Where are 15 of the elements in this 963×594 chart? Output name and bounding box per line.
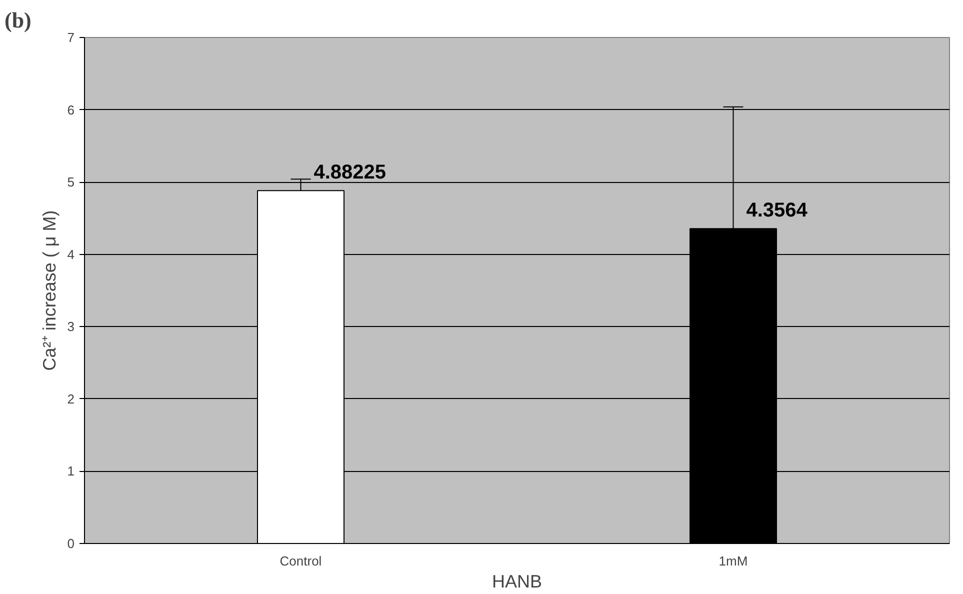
y-tick-label: 7 (67, 30, 75, 45)
y-tick-label: 0 (67, 536, 75, 551)
data-label: 4.88225 (314, 162, 386, 184)
y-tick-label: 5 (67, 174, 75, 190)
x-tick-label: Control (280, 554, 322, 568)
y-tick-label: 2 (67, 391, 75, 406)
y-tick-label: 6 (67, 102, 75, 118)
x-tick-label: 1mM (718, 554, 748, 568)
y-tick-label: 4 (67, 246, 75, 262)
data-label: 4.3564 (746, 200, 808, 222)
y-axis-title: Ca²⁺ increase ( μ M) (39, 210, 60, 371)
x-axis-title: HANB (492, 572, 542, 592)
y-tick-label: 3 (67, 319, 75, 334)
chart-title: (b) (4, 8, 32, 32)
y-tick-label: 1 (67, 464, 75, 479)
